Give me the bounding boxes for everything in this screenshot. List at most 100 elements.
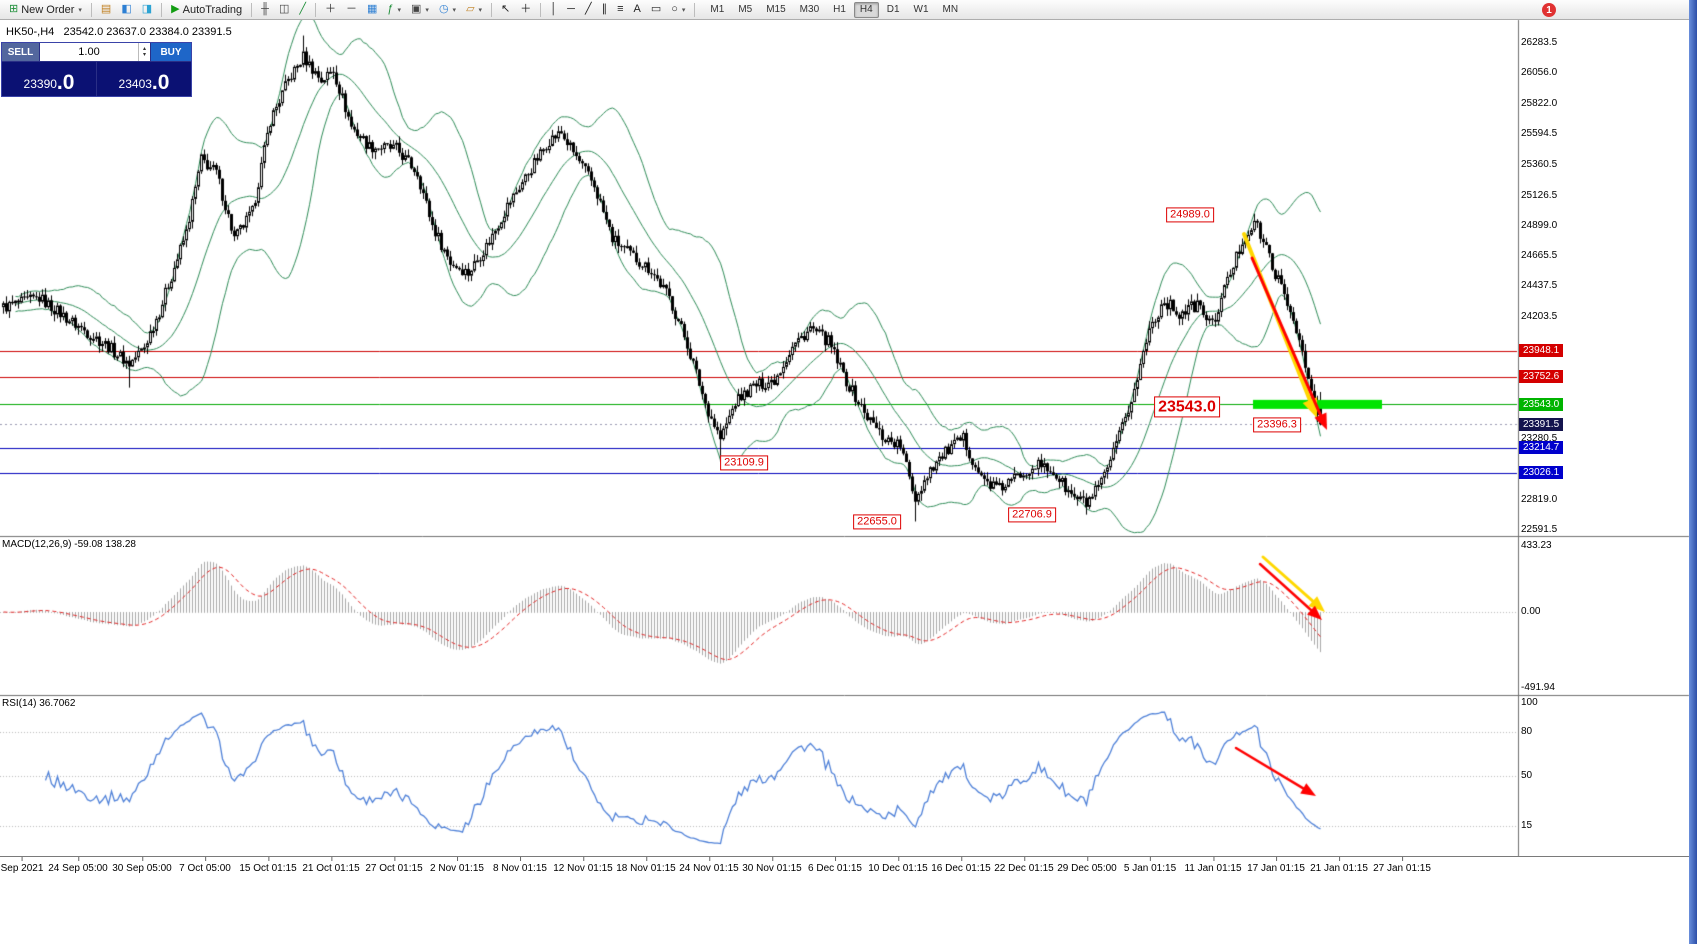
time-axis-label: 7 Oct 05:00	[179, 857, 231, 874]
horizontal-line-icon: ─	[567, 3, 575, 15]
time-axis-label: 10 Dec 01:15	[868, 857, 928, 874]
sell-price-main: 23390	[23, 77, 57, 91]
time-axis-label: 30 Nov 01:15	[742, 857, 802, 874]
clock-icon: ◷	[438, 3, 449, 15]
terminal-button[interactable]: ◨	[137, 1, 157, 19]
candlestick-chart-icon: ◫	[278, 3, 290, 15]
time-axis[interactable]: Sep 2021 24 Sep 05:00 30 Sep 05:00 7 Oct 05…	[0, 856, 1689, 878]
volume-value[interactable]: 1.00	[78, 46, 100, 58]
timeframe-mn-button[interactable]: MN	[942, 4, 959, 15]
terminal-icon: ◨	[141, 3, 153, 15]
vertical-line-icon: │	[550, 3, 558, 15]
time-axis-label: 15 Oct 01:15	[239, 857, 297, 874]
timeframe-m15-button[interactable]: M15	[766, 4, 786, 15]
time-axis-label: Sep 2021	[0, 857, 44, 874]
zoom-out-button[interactable]: －	[341, 1, 362, 19]
dropdown-caret-icon: ▾	[478, 6, 483, 14]
zoom-out-icon: －	[345, 3, 357, 15]
time-axis-label: 21 Jan 01:15	[1310, 857, 1368, 874]
profiles-button[interactable]: ◷ ▾	[434, 1, 461, 19]
market-watch-icon: ▤	[100, 3, 112, 15]
market-watch-button[interactable]: ▤	[96, 1, 116, 19]
time-axis-label: 30 Sep 05:00	[112, 857, 172, 874]
time-axis-label: 2 Nov 01:15	[430, 857, 484, 874]
dropdown-caret-icon: ▾	[78, 6, 82, 14]
time-axis-label: 16 Dec 01:15	[931, 857, 991, 874]
time-axis-label: 11 Jan 01:15	[1184, 857, 1242, 874]
trendline-icon: ╱	[584, 3, 592, 15]
sell-price-pips: .0	[56, 71, 75, 94]
sell-price-display[interactable]: 23390 .0	[2, 62, 96, 96]
timeframe-d1-button[interactable]: D1	[886, 4, 900, 15]
volume-stepper[interactable]: ▴ ▾	[138, 43, 150, 61]
new-order-icon: ⊞	[9, 3, 19, 15]
crosshair-button[interactable]: ＋	[515, 1, 536, 19]
horizontal-line-button[interactable]: ─	[562, 1, 580, 19]
time-axis-label: 24 Sep 05:00	[48, 857, 108, 874]
bar-chart-icon: ╫	[261, 3, 269, 15]
line-chart-icon: ╱	[299, 3, 306, 15]
navigator-button[interactable]: ◧	[116, 1, 136, 19]
autotrading-button[interactable]: ▶ AutoTrading	[166, 1, 247, 19]
toolbar-separator	[540, 2, 542, 17]
indicators-button[interactable]: ƒ ▾	[382, 1, 406, 19]
new-order-button[interactable]: ⊞ New Order ▾	[4, 1, 87, 19]
bar-chart-button[interactable]: ╫	[256, 1, 274, 19]
timeframe-h1-button[interactable]: H1	[833, 4, 846, 15]
templates-button[interactable]: ▱ ▾	[461, 1, 487, 19]
toolbar-separator	[251, 2, 253, 17]
trendline-button[interactable]: ╱	[580, 1, 597, 19]
autotrading-button-label: AutoTrading	[182, 3, 243, 16]
time-axis-label: 29 Dec 05:00	[1057, 857, 1117, 874]
buy-price-main: 23403	[118, 77, 152, 91]
zoom-in-button[interactable]: ＋	[320, 1, 341, 19]
channel-button[interactable]: ∥	[597, 1, 613, 19]
fibonacci-icon: ≡	[617, 3, 624, 15]
text-label-button[interactable]: ▭	[646, 1, 666, 19]
chart-ohlc-title: HK50-,H4 23542.0 23637.0 23384.0 23391.5	[6, 26, 232, 38]
buy-price-pips: .0	[151, 71, 170, 94]
tile-windows-icon: ▦	[366, 3, 378, 15]
candlestick-chart-button[interactable]: ◫	[274, 1, 294, 19]
templates-icon: ▱	[466, 3, 475, 15]
time-axis-label: 24 Nov 01:15	[679, 857, 739, 874]
toolbar-separator	[694, 2, 696, 17]
tile-windows-button[interactable]: ▦	[362, 1, 382, 19]
timeframe-m5-button[interactable]: M5	[738, 4, 753, 15]
fibonacci-button[interactable]: ≡	[612, 1, 628, 19]
timeframe-m30-button[interactable]: M30	[799, 4, 820, 15]
new-chart-button[interactable]: ▣ ▾	[406, 1, 434, 19]
timeframe-w1-button[interactable]: W1	[913, 4, 929, 15]
text-button[interactable]: A	[628, 1, 645, 19]
dropdown-caret-icon: ▾	[425, 6, 429, 14]
time-axis-label: 18 Nov 01:15	[616, 857, 676, 874]
volume-down-icon[interactable]: ▾	[142, 52, 146, 58]
volume-up-icon[interactable]: ▴	[142, 46, 146, 52]
volume-field[interactable]: 1.00 ▴ ▾	[40, 43, 150, 61]
crosshair-icon: ＋	[520, 3, 532, 15]
label-icon: ▭	[650, 3, 662, 15]
time-axis-label: 27 Oct 01:15	[365, 857, 423, 874]
timeframe-h4-button[interactable]: H4	[853, 1, 879, 18]
vertical-line-button[interactable]: │	[545, 1, 562, 19]
toolbar-separator	[491, 2, 493, 17]
window-right-border	[1689, 0, 1697, 944]
autotrading-icon: ▶	[171, 3, 180, 15]
time-axis-label: 12 Nov 01:15	[553, 857, 613, 874]
shapes-button[interactable]: ○ ▾	[666, 1, 690, 19]
cursor-button[interactable]: ↖	[496, 1, 515, 19]
trade-panel-top-row: SELL 1.00 ▴ ▾ BUY	[2, 43, 191, 62]
timeframe-m1-button[interactable]: M1	[710, 4, 725, 15]
trade-panel-prices-row: 23390 .0 23403 .0	[2, 62, 191, 96]
trade-panel-divider	[96, 62, 97, 96]
sell-button[interactable]: SELL	[2, 43, 40, 61]
notification-badge[interactable]: 1	[1542, 3, 1556, 17]
buy-button[interactable]: BUY	[150, 43, 191, 61]
time-axis-label: 8 Nov 01:15	[493, 857, 547, 874]
buy-price-display[interactable]: 23403 .0	[97, 62, 191, 96]
text-icon: A	[633, 3, 641, 15]
top-toolbar: ⊞ New Order ▾ ▤ ◧ ◨ ▶ AutoTrading ╫ ◫ ╱ ＋－ ▦ ƒ ▾ ▣ ▾ ◷ ▾ ▱ ▾…	[0, 0, 1697, 20]
dropdown-caret-icon: ▾	[681, 6, 686, 14]
line-chart-button[interactable]: ╱	[294, 1, 311, 19]
